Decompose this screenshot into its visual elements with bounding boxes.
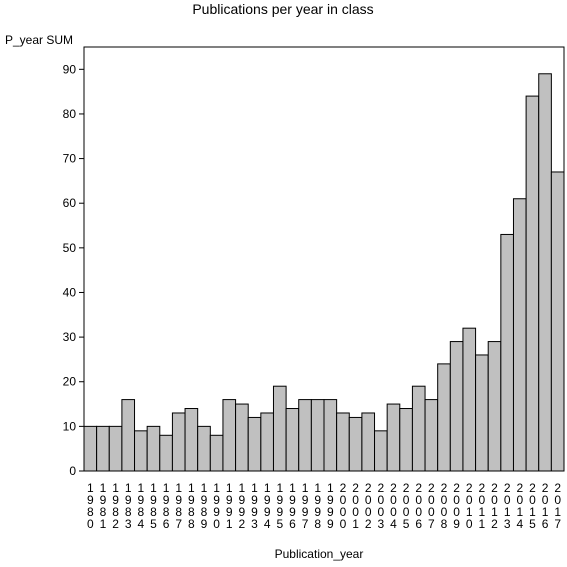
bar-1994 — [260, 412, 274, 472]
y-tick-label: 90 — [63, 62, 77, 76]
bar-1989 — [197, 425, 211, 472]
bar-1985 — [146, 425, 161, 472]
x-axis-label: Publication_year — [275, 547, 364, 561]
bar-1990 — [209, 434, 224, 472]
bar-1981 — [96, 425, 110, 472]
plot-frame — [83, 46, 565, 472]
x-axis: 1 9 8 0 1 9 8 1 1 9 8 2 1 9 8 3 1 9 8 4 1 9 8 5 1 9 8 6 1 9 8 7 1 9 8 8 1 9 8 9… — [87, 481, 561, 531]
bar-2005 — [399, 408, 413, 472]
bar-1991 — [222, 399, 237, 472]
bar-2011 — [475, 354, 489, 472]
bar-2010 — [462, 327, 477, 472]
y-tick-label: 70 — [63, 152, 77, 166]
y-axis: 0 10 20 30 40 50 60 70 80 90 — [63, 62, 84, 478]
y-axis-label: P_year SUM — [5, 33, 73, 47]
bar-1992 — [235, 403, 249, 472]
bar-2014 — [512, 198, 527, 472]
bar-1986 — [159, 434, 173, 472]
bars-group — [83, 73, 565, 472]
bar-1982 — [108, 425, 123, 472]
bar-2009 — [449, 341, 464, 472]
bar-2006 — [411, 385, 426, 472]
bar-2004 — [386, 403, 401, 472]
bar-2016 — [538, 73, 552, 472]
bar-1980 — [83, 425, 98, 472]
y-tick-label: 80 — [63, 107, 77, 121]
bar-2000 — [336, 412, 350, 472]
chart-title: Publications per year in class — [192, 1, 373, 17]
bar-1993 — [247, 416, 262, 472]
y-tick-label: 60 — [63, 196, 77, 210]
y-tick-label: 50 — [63, 241, 77, 255]
bar-1996 — [285, 408, 300, 472]
bar-1995 — [272, 385, 287, 472]
bar-1999 — [323, 399, 338, 472]
bar-2008 — [437, 363, 451, 472]
y-tick-label: 0 — [69, 464, 76, 478]
bar-1983 — [121, 399, 136, 472]
bar-2001 — [348, 416, 363, 472]
y-tick-label: 20 — [63, 375, 77, 389]
bar-1997 — [298, 399, 312, 472]
bar-2012 — [487, 341, 502, 472]
bar-1984 — [134, 430, 148, 472]
bar-2007 — [424, 399, 439, 472]
y-tick-label: 10 — [63, 419, 77, 433]
y-tick-label: 40 — [63, 285, 77, 299]
bar-1988 — [184, 408, 199, 472]
bar-2013 — [500, 233, 514, 472]
y-tick-label: 30 — [63, 330, 77, 344]
bar-2017 — [550, 171, 565, 472]
bar-2015 — [525, 95, 540, 472]
bar-2003 — [374, 430, 388, 472]
bar-2002 — [361, 412, 376, 472]
bar-1987 — [171, 412, 186, 472]
bar-1998 — [310, 399, 325, 472]
